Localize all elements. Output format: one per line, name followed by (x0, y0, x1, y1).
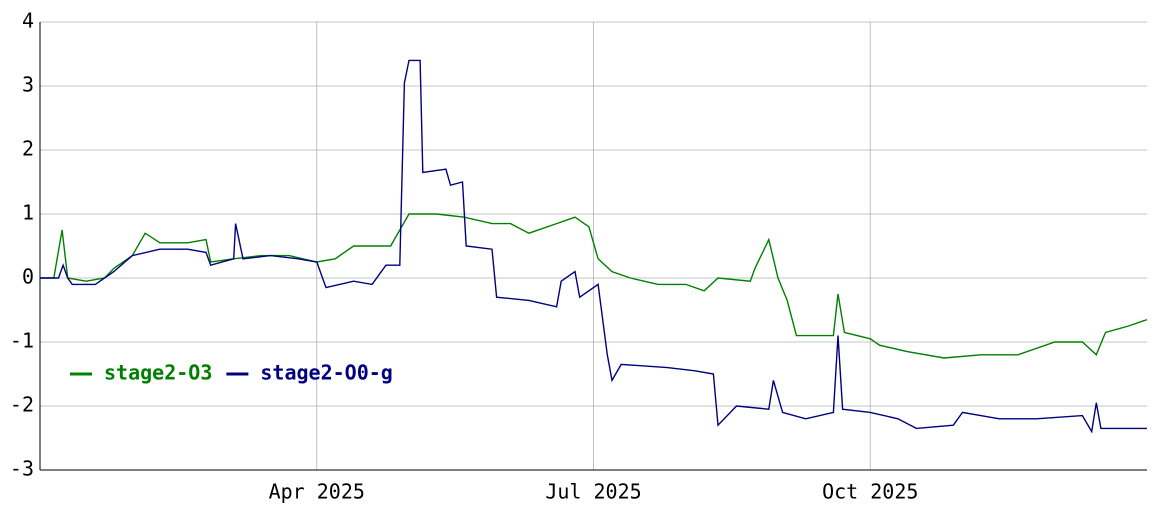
legend-label: stage2-O3 (104, 361, 212, 385)
series-line (40, 213, 1148, 359)
x-tick-label: Apr 2025 (269, 480, 365, 504)
y-tick-label: -1 (10, 329, 34, 353)
y-tick-label: 3 (22, 73, 34, 97)
y-tick-label: -2 (10, 393, 34, 417)
x-tick-label: Oct 2025 (822, 480, 918, 504)
legend-label: stage2-O0-g (260, 361, 392, 385)
y-tick-label: 1 (22, 201, 34, 225)
x-tick-label: Jul 2025 (545, 480, 641, 504)
y-tick-label: 0 (22, 265, 34, 289)
y-tick-label: 4 (22, 9, 34, 33)
y-tick-label: -3 (10, 457, 34, 481)
series-line (40, 59, 1147, 434)
y-tick-label: 2 (22, 137, 34, 161)
